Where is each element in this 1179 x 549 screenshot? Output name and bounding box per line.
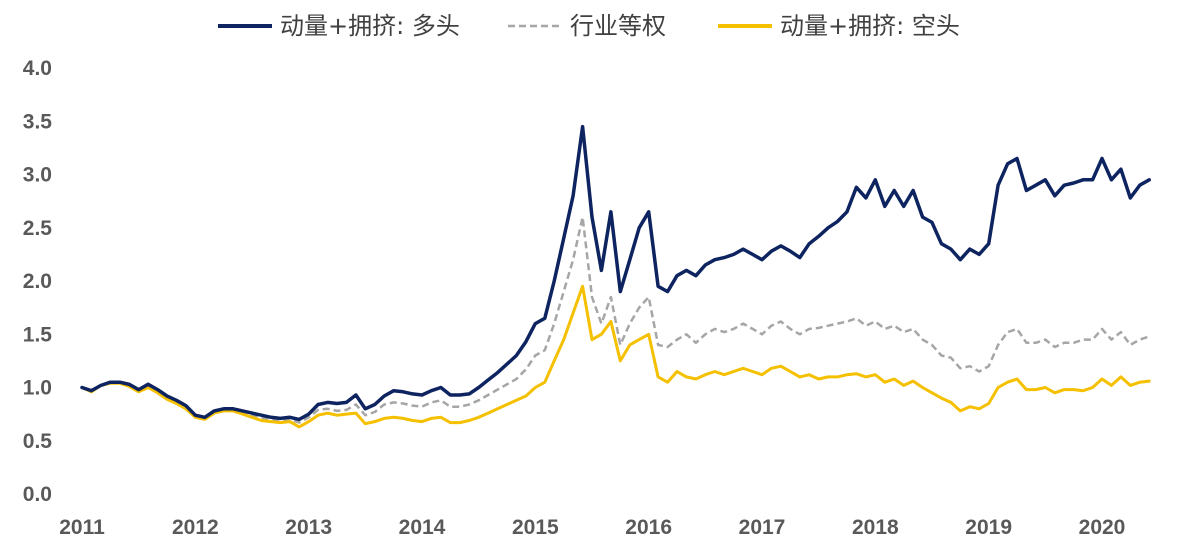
y-tick-label: 4.0 — [23, 57, 52, 80]
y-tick-label: 3.0 — [23, 164, 52, 187]
x-tick-label: 2015 — [512, 516, 559, 539]
y-axis: 0.0 0.5 1.0 1.5 2.0 2.5 3.0 3.5 4.0 — [23, 57, 53, 506]
plot-area — [80, 124, 1151, 429]
y-tick-label: 0.0 — [23, 483, 52, 506]
x-tick-label: 2012 — [172, 516, 219, 539]
y-tick-label: 2.0 — [23, 270, 52, 293]
x-tick-label: 2013 — [285, 516, 332, 539]
x-tick-label: 2018 — [852, 516, 899, 539]
x-tick-label: 2019 — [965, 516, 1012, 539]
x-tick-label: 2011 — [59, 516, 105, 539]
series-line-2 — [80, 284, 1151, 429]
x-axis: 2011 2012 2013 2014 2015 2016 2017 2018 2019 2020 — [59, 516, 1125, 539]
legend-label-0: 动量+拥挤: 多头 — [280, 12, 460, 40]
y-tick-label: 2.5 — [23, 217, 53, 240]
x-tick-label: 2016 — [625, 516, 672, 539]
y-tick-label: 0.5 — [23, 430, 53, 453]
x-tick-label: 2014 — [399, 516, 446, 539]
x-tick-label: 2017 — [739, 516, 786, 539]
x-tick-label: 2020 — [1079, 516, 1126, 539]
y-tick-label: 3.5 — [23, 110, 53, 133]
series-line-0 — [80, 124, 1151, 422]
legend-label-2: 动量+拥挤: 空头 — [780, 12, 960, 40]
y-tick-label: 1.5 — [23, 323, 53, 346]
series-line-1 — [81, 215, 1150, 424]
legend-label-1: 行业等权 — [570, 12, 666, 40]
legend: 动量+拥挤: 多头 行业等权 动量+拥挤: 空头 — [218, 12, 960, 40]
y-tick-label: 1.0 — [23, 377, 52, 400]
